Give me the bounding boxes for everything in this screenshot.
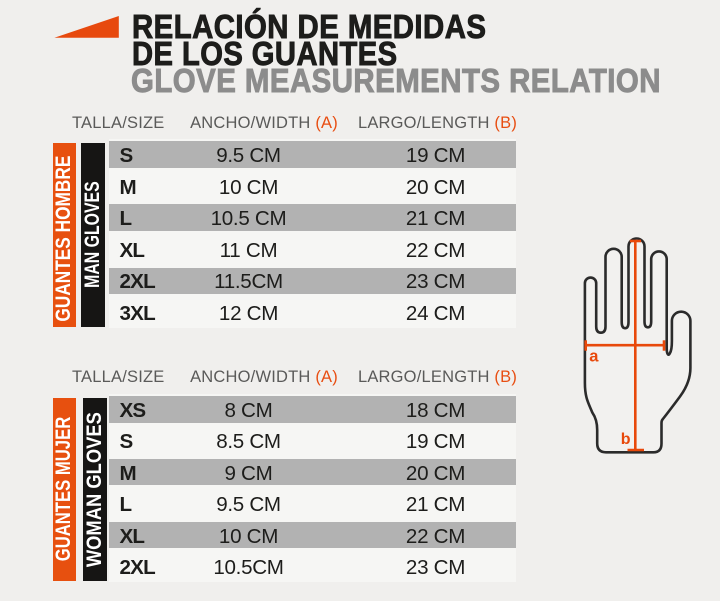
svg-text:a: a <box>589 348 599 366</box>
svg-text:b: b <box>621 431 631 448</box>
